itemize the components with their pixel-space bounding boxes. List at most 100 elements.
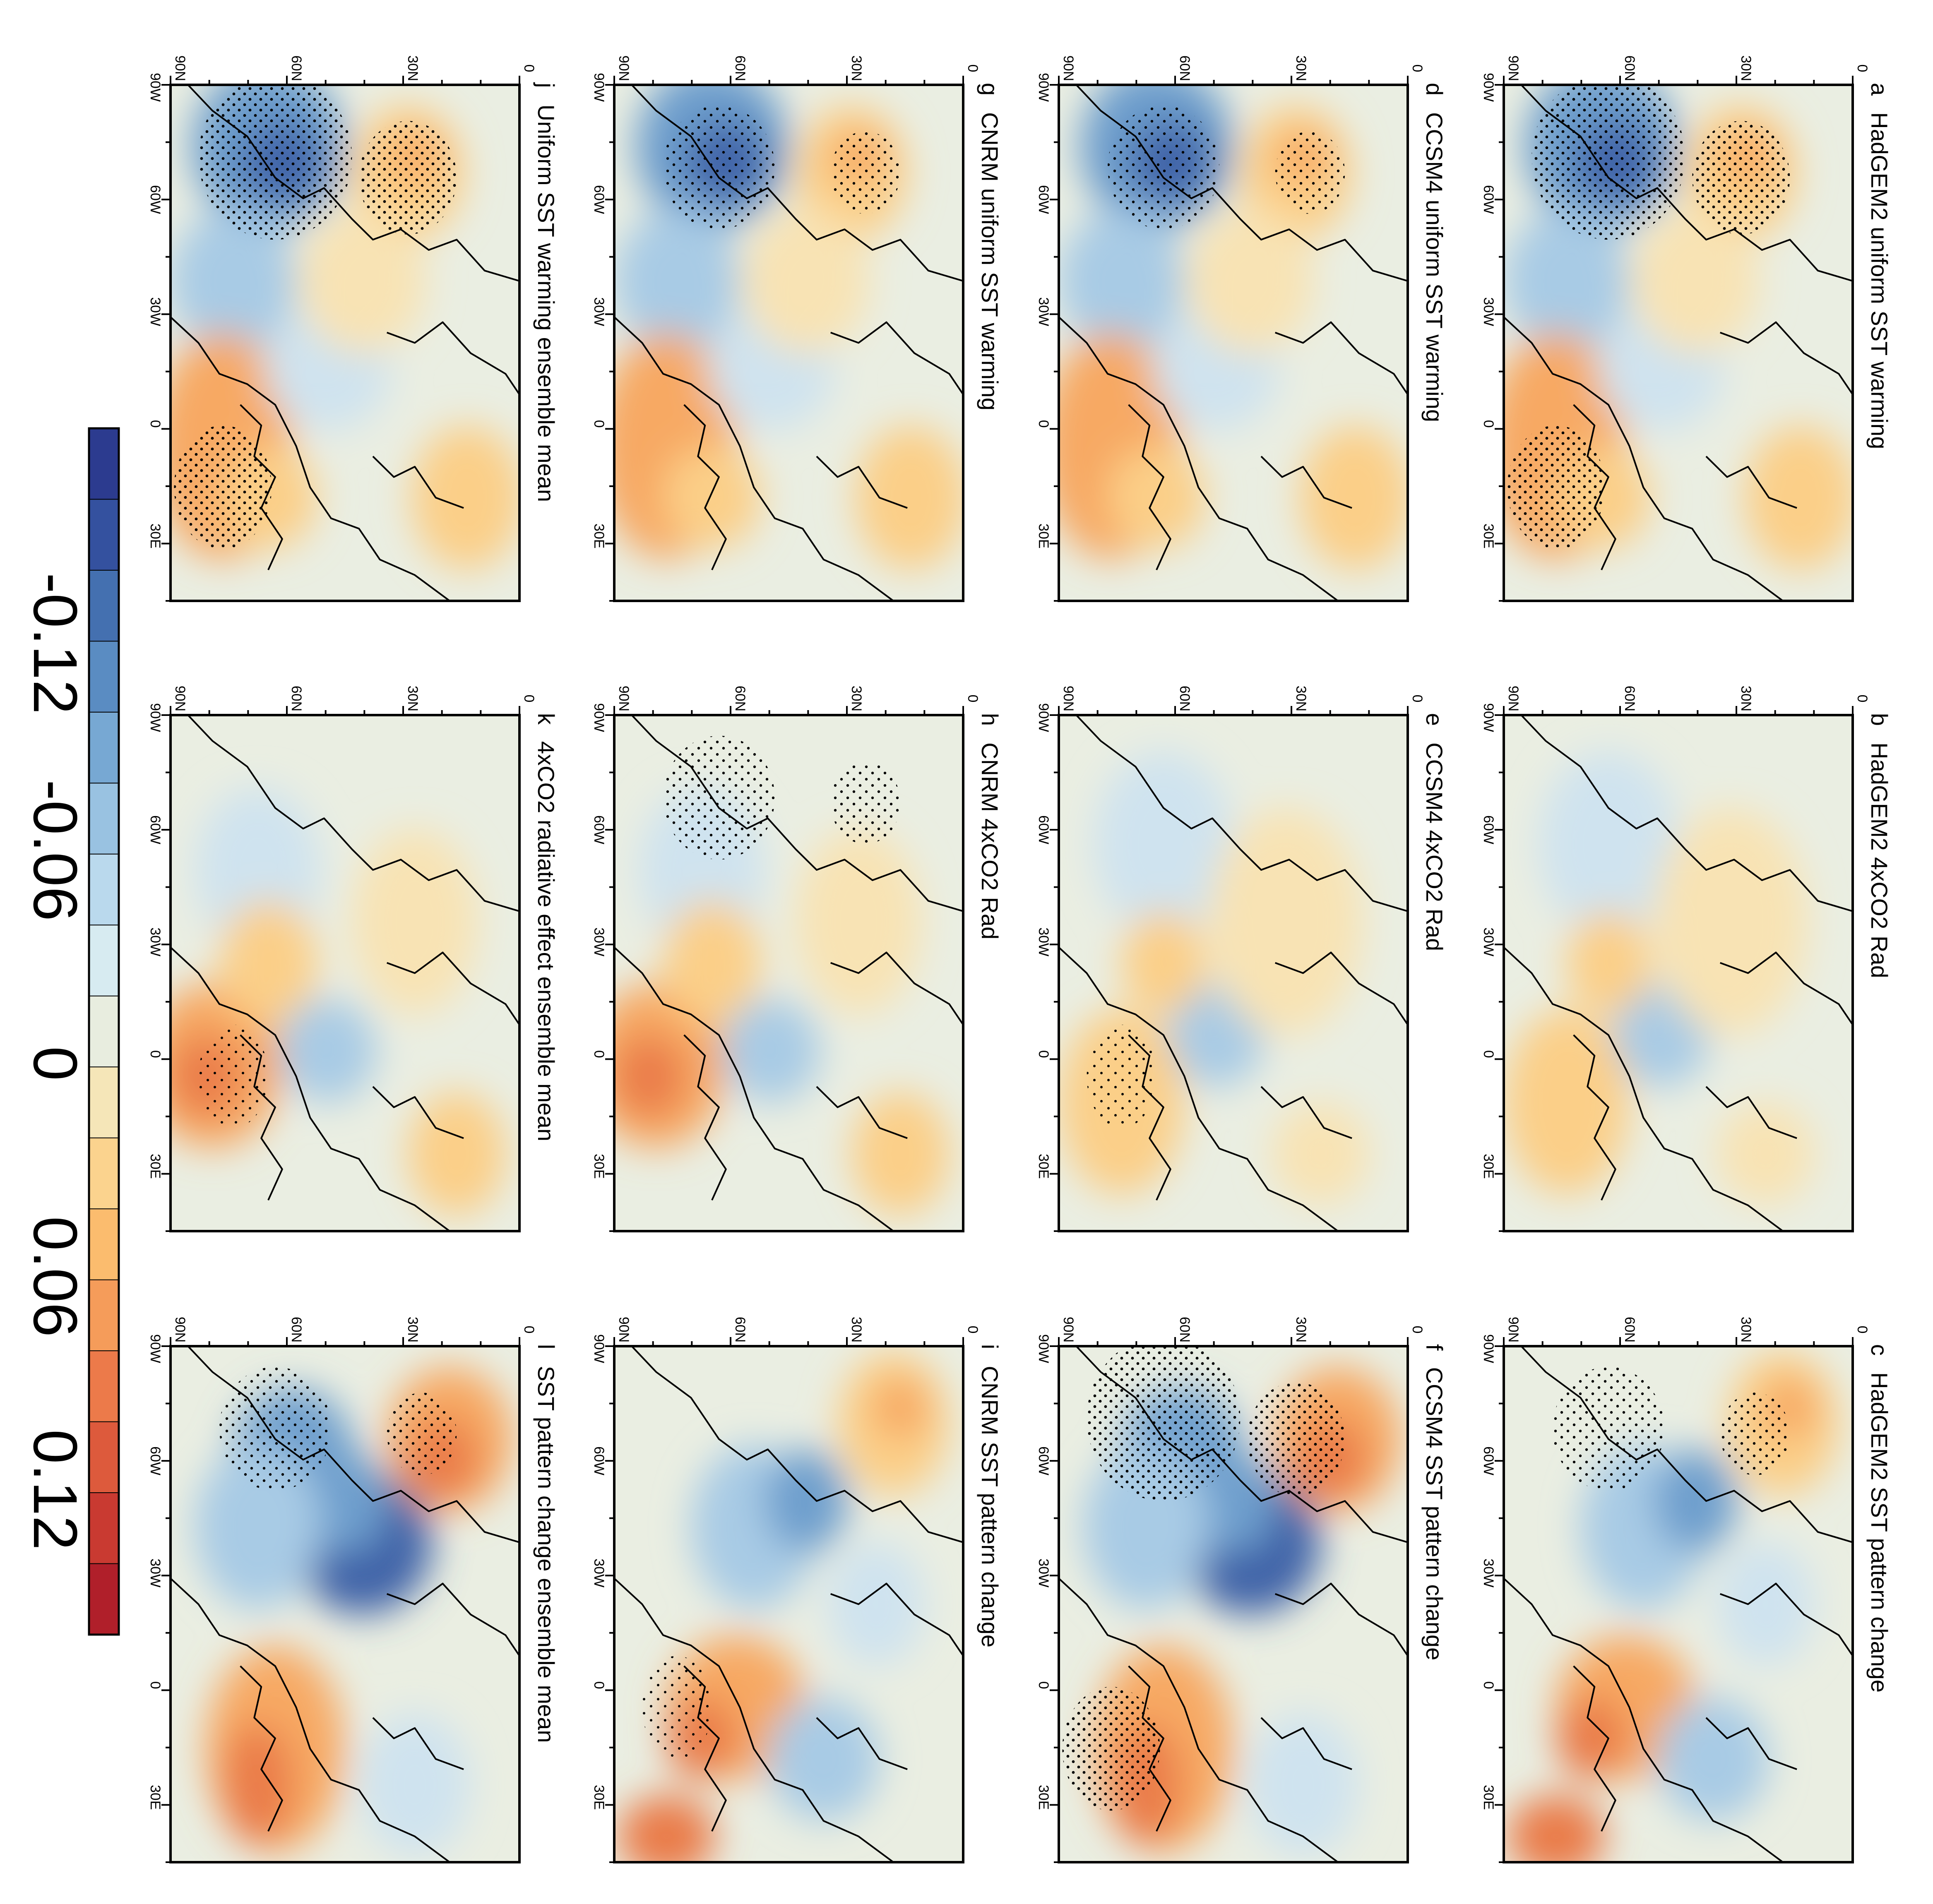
panel-frame [169,1345,521,1863]
anomaly-blob [1188,209,1314,353]
coastline [1275,951,1408,1025]
lon-tick-label: 90W [147,703,163,732]
lon-tick-label: 90W [1036,1334,1051,1363]
lat-tick-label: 30N [405,1317,421,1342]
coastline [683,1665,727,1832]
coastline [1075,85,1408,282]
anomaly-blob [614,1035,684,1118]
coastline [631,715,963,912]
colorbar-segment [89,853,119,926]
anomaly-blob [827,1542,925,1666]
lon-tick-label: 30E [1036,1154,1051,1179]
lon-tick-label: 30E [591,1785,607,1810]
anomaly-blob [1108,446,1206,550]
significance-stipple [1507,425,1605,550]
significance-stipple [1062,1687,1160,1811]
lat-tick-label: 60N [1177,1317,1192,1342]
panel-frame [1503,714,1854,1232]
lat-tick-label: 60N [289,686,304,711]
lat-tick-label: 0 [965,1326,981,1334]
lon-tick-label: 30W [1036,1558,1051,1587]
significance-stipple [1275,131,1345,214]
coastline [1504,316,1784,601]
lon-tick-label: 0 [1481,1681,1496,1689]
lat-tick-label: 90N [616,686,632,711]
lon-tick-label: 30W [591,927,607,956]
panel-field [614,85,963,601]
coastline [1075,715,1408,912]
lat-tick-label: 0 [1854,1326,1870,1334]
panel-title: h CNRM 4xCO2 Rad [977,713,1003,939]
anomaly-blob [1717,1102,1815,1205]
significance-stipple [198,1025,269,1128]
significance-stipple [1087,1346,1241,1501]
anomaly-blob [1566,911,1651,1015]
lon-tick-label: 0 [591,1681,607,1689]
panel-title-text: CNRM SST pattern change [977,1366,1003,1647]
lat-tick-label: 30N [1293,1317,1309,1342]
anomaly-blob [663,446,761,550]
lat-tick-label: 0 [521,695,537,703]
colorbar-segment [89,428,119,500]
lon-tick-label: 0 [1481,1050,1496,1058]
lon-tick-label: 90W [1481,1334,1496,1363]
anomaly-blob [1556,1697,1626,1780]
panel-h: 0 30N 60N 90N 90W 60W 30W 0 30E h CNRM 4xCO2 Rad [591,686,1003,1232]
coastline [1520,1346,1853,1543]
panel-frame [1058,714,1409,1232]
significance-stipple [1087,1025,1157,1128]
coastline [187,85,519,282]
anomaly-blob [1299,425,1408,570]
coastline [372,1086,464,1139]
lat-tick-label: 0 [965,65,981,72]
lat-tick-label: 0 [521,65,537,72]
coastline [1059,1577,1339,1862]
lon-tick-label: 0 [591,420,607,428]
lat-tick-label: 60N [289,1317,304,1342]
coastline [171,1577,450,1862]
panel-letter: a [1866,83,1892,96]
panel-frame [1058,84,1409,602]
anomaly-blob [279,999,377,1102]
lon-tick-label: 30W [591,297,607,326]
significance-stipple [1247,1382,1345,1496]
lat-tick-label: 30N [849,55,864,81]
lat-tick-label: 30N [405,686,421,711]
lat-tick-label: 90N [172,686,188,711]
panel-title: b HadGEM2 4xCO2 Rad [1866,713,1892,978]
colorbar-label: 0 [21,1046,90,1080]
lon-tick-label: 30E [147,523,163,549]
significance-stipple [830,131,901,214]
coastline [1260,456,1352,509]
colorbar-segment [89,1279,119,1352]
lon-tick-label: 60W [591,185,607,214]
panel-e: 0 30N 60N 90N 90W 60W 30W 0 30E e CCSM4 4xCO2 Rad [1036,686,1447,1232]
anomaly-shading [1507,1351,1839,1862]
panel-a: 0 30N 60N 90N 90W 60W 30W 0 30E a HadGEM2 uniform … [1481,55,1892,602]
colorbar-segment [89,924,119,997]
lat-tick-label: 60N [1622,55,1637,81]
coastline [1520,85,1853,282]
panel-title-text: HadGEM2 SST pattern change [1866,1372,1892,1693]
panel-frame [1058,1345,1409,1863]
panel-letter: e [1421,713,1447,726]
lat-tick-label: 60N [1622,686,1637,711]
coastline [614,1577,894,1862]
coastline [1275,321,1408,395]
anomaly-blob [618,1795,716,1862]
panel-field [1059,85,1408,601]
anomaly-blob [408,1092,506,1216]
lat-tick-label: 90N [1060,1317,1076,1342]
anomaly-blob [1717,1542,1815,1666]
significance-stipple [830,761,901,844]
panel-field [171,715,519,1231]
colorbar-segment [89,499,119,571]
coastline [1275,1582,1408,1657]
lon-tick-label: 60W [591,815,607,844]
anomaly-blob [872,1377,928,1439]
lon-tick-label: 30E [147,1785,163,1810]
lon-tick-label: 60W [1036,815,1051,844]
anomaly-blob [1504,1009,1630,1195]
lon-tick-label: 0 [1036,1050,1051,1058]
lon-tick-label: 0 [147,420,163,428]
